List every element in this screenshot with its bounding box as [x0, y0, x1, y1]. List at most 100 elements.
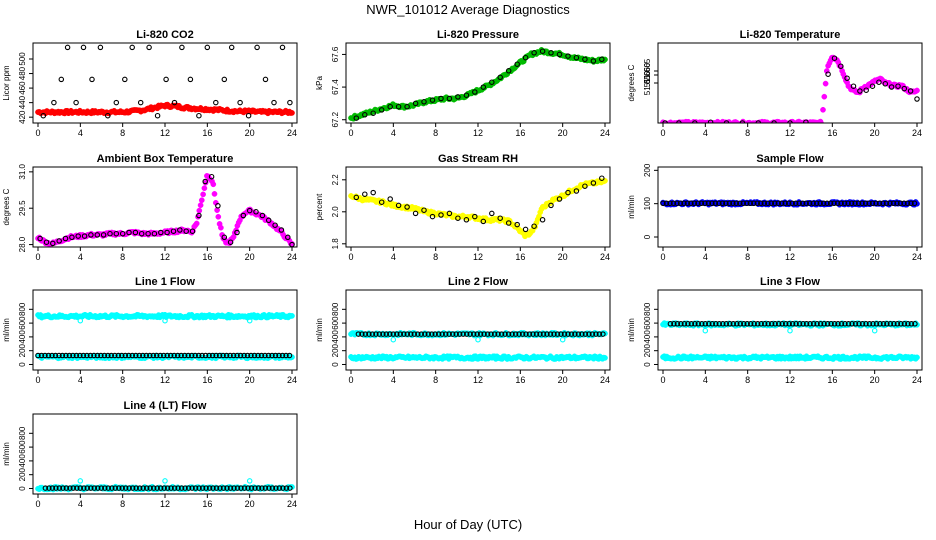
data-point	[540, 331, 547, 337]
data-point	[539, 48, 546, 54]
data-point	[739, 120, 746, 123]
data-point	[531, 50, 537, 56]
data-point	[820, 200, 827, 207]
data-point	[105, 112, 111, 119]
x-tick-label: 16	[827, 252, 837, 262]
series-outliers	[702, 327, 878, 334]
data-point	[481, 331, 487, 337]
y-tick-label: 500	[18, 52, 27, 66]
y-tick-label: 600	[18, 440, 27, 454]
x-tick-label: 16	[515, 252, 525, 262]
x-tick-label: 8	[433, 252, 438, 262]
data-point	[744, 321, 750, 327]
data-point	[572, 331, 578, 337]
y-tick-label: 0	[643, 362, 652, 367]
data-point	[143, 352, 150, 359]
data-point	[803, 119, 809, 123]
data-point	[283, 485, 290, 491]
x-tick-label: 0	[35, 499, 40, 509]
series-main	[660, 54, 920, 123]
data-point	[70, 352, 76, 359]
data-point	[863, 321, 869, 327]
data-point	[765, 321, 771, 327]
data-point	[857, 88, 863, 94]
data-point	[151, 230, 158, 237]
data-point	[713, 321, 719, 327]
data-point	[432, 331, 438, 337]
data-point	[765, 200, 771, 207]
data-point	[95, 485, 101, 491]
x-tick-label: 8	[433, 128, 438, 138]
data-point	[497, 74, 503, 81]
data-point	[164, 485, 171, 491]
x-tick-label: 4	[78, 252, 83, 262]
data-point	[914, 87, 920, 94]
data-point	[259, 212, 266, 219]
data-point	[218, 224, 224, 231]
x-tick-label: 4	[78, 375, 83, 385]
data-point	[136, 352, 143, 359]
data-point	[734, 321, 740, 327]
x-tick-label: 8	[120, 128, 125, 138]
data-point	[220, 485, 227, 491]
data-point	[871, 327, 878, 334]
plot-area	[660, 320, 920, 362]
data-point	[685, 321, 691, 327]
data-point	[56, 485, 63, 491]
data-point	[46, 485, 52, 491]
y-tick-label: 600	[18, 316, 27, 330]
data-point	[201, 185, 208, 192]
data-point	[862, 200, 869, 207]
data-point	[888, 84, 895, 90]
data-point	[49, 352, 55, 359]
data-point	[539, 217, 546, 223]
data-point	[824, 321, 831, 327]
data-point	[185, 352, 191, 359]
x-tick-label: 0	[35, 128, 40, 138]
data-point	[707, 119, 714, 123]
data-point	[107, 230, 113, 237]
data-point	[882, 81, 889, 87]
x-tick-label: 0	[35, 375, 40, 385]
data-point	[241, 485, 248, 491]
data-point	[516, 331, 522, 337]
data-point	[35, 352, 41, 359]
data-point	[472, 213, 478, 220]
data-point	[58, 76, 65, 83]
panel-li820-temperature: Li-820 Temperature degrees C 0 4 8 12 16 20 24 51…	[627, 29, 923, 138]
panel-title: Li-820 CO2	[136, 29, 193, 41]
data-point	[179, 44, 185, 51]
data-point	[397, 331, 404, 337]
data-point	[863, 87, 869, 93]
data-point	[401, 331, 407, 337]
x-tick-label: 8	[433, 375, 438, 385]
data-point	[699, 321, 705, 327]
data-point	[744, 200, 750, 207]
data-point	[565, 331, 571, 337]
data-point	[761, 321, 768, 327]
data-point	[248, 485, 255, 491]
x-tick-label: 20	[870, 375, 880, 385]
data-point	[210, 181, 217, 188]
data-point	[189, 485, 195, 491]
data-point	[890, 200, 897, 207]
data-point	[712, 200, 719, 207]
data-point	[911, 200, 918, 207]
data-point	[456, 331, 463, 337]
y-tick-label: 400	[18, 454, 27, 468]
data-point	[395, 202, 402, 209]
data-point	[97, 44, 104, 51]
data-point	[522, 54, 529, 61]
y-tick-label: 800	[18, 302, 27, 316]
data-point	[723, 120, 730, 123]
data-point	[74, 485, 80, 491]
data-point	[677, 200, 684, 207]
data-point	[376, 331, 383, 337]
x-tick-label: 12	[160, 252, 170, 262]
data-point	[87, 352, 94, 359]
data-point	[126, 352, 132, 359]
x-tick-label: 24	[287, 499, 297, 509]
data-point	[279, 44, 286, 51]
x-tick-label: 4	[391, 128, 396, 138]
x-tick-label: 20	[245, 252, 255, 262]
